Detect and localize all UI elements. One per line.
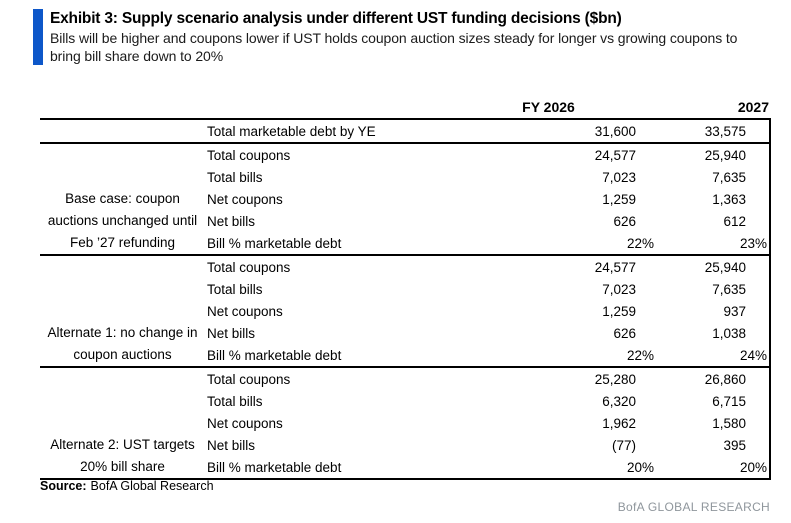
table-row: Net bills (77) 395 <box>205 434 769 456</box>
scenario-label-base-case: Base case: coupon auctions unchanged unt… <box>40 144 205 254</box>
scenario-label-alternate-1: Alternate 1: no change in coupon auction… <box>40 256 205 366</box>
row-label: Total marketable debt by YE <box>207 123 376 139</box>
row-label: Bill % marketable debt <box>207 235 342 251</box>
value-2027: 7,635 <box>712 169 746 185</box>
value-2027: 23% <box>739 235 767 251</box>
scenario-line: Alternate 1: no change in <box>47 325 198 340</box>
value-fy2026: (77) <box>611 437 636 453</box>
scenario-line: Base case: coupon <box>65 191 180 206</box>
value-fy2026: 25,280 <box>594 371 636 387</box>
scenario-line: Alternate 2: UST targets <box>50 437 195 452</box>
exhibit-header-text: Exhibit 3: Supply scenario analysis unde… <box>50 9 750 65</box>
source-label: Source: <box>40 479 87 493</box>
value-2027: 937 <box>723 303 746 319</box>
value-2027: 1,580 <box>712 415 746 431</box>
value-fy2026: 626 <box>613 325 636 341</box>
exhibit-header: Exhibit 3: Supply scenario analysis unde… <box>33 9 750 65</box>
row-label: Total bills <box>207 281 263 297</box>
value-fy2026: 31,600 <box>594 123 636 139</box>
section-base-case: Base case: coupon auctions unchanged unt… <box>40 144 769 256</box>
value-fy2026: 6,320 <box>602 393 636 409</box>
table-row: Total coupons 24,577 25,940 <box>205 256 769 278</box>
value-2027: 26,860 <box>704 371 746 387</box>
table-row-total-debt: Total marketable debt by YE 31,600 33,57… <box>40 120 769 144</box>
row-label: Net bills <box>207 325 256 341</box>
table-row: Total bills 6,320 6,715 <box>205 390 769 412</box>
value-2027: 6,715 <box>712 393 746 409</box>
exhibit-title: Exhibit 3: Supply scenario analysis unde… <box>50 10 622 27</box>
table-row: Bill % marketable debt 22% 23% <box>205 232 769 254</box>
column-header-2027: 2027 <box>737 99 769 115</box>
value-fy2026: 1,962 <box>602 415 636 431</box>
table-header-row: FY 2026 2027 <box>40 95 771 118</box>
row-label: Total bills <box>207 169 263 185</box>
row-label: Total bills <box>207 393 263 409</box>
value-2027: 612 <box>723 213 746 229</box>
value-fy2026: 24,577 <box>594 259 636 275</box>
value-2027: 25,940 <box>704 259 746 275</box>
row-label: Total coupons <box>207 147 291 163</box>
table-row: Total bills 7,023 7,635 <box>205 278 769 300</box>
row-label: Net coupons <box>207 415 283 431</box>
table-body: Total marketable debt by YE 31,600 33,57… <box>40 118 771 480</box>
value-2027: 7,635 <box>712 281 746 297</box>
section-alternate-1: Alternate 1: no change in coupon auction… <box>40 256 769 368</box>
value-2027: 1,038 <box>712 325 746 341</box>
table-row: Net coupons 1,962 1,580 <box>205 412 769 434</box>
value-fy2026: 626 <box>613 213 636 229</box>
value-2027: 25,940 <box>704 147 746 163</box>
table-row: Bill % marketable debt 20% 20% <box>205 456 769 478</box>
row-label: Net bills <box>207 213 256 229</box>
table-row: Bill % marketable debt 22% 24% <box>205 344 769 366</box>
exhibit-subtitle: Bills will be higher and coupons lower i… <box>50 30 738 64</box>
column-header-fy2026: FY 2026 <box>522 99 575 115</box>
row-label: Bill % marketable debt <box>207 347 342 363</box>
value-fy2026: 20% <box>626 459 654 475</box>
value-2027: 24% <box>739 347 767 363</box>
value-fy2026: 22% <box>626 235 654 251</box>
value-fy2026: 24,577 <box>594 147 636 163</box>
scenario-table: FY 2026 2027 Total marketable debt by YE… <box>40 95 771 480</box>
source-text: BofA Global Research <box>90 479 214 493</box>
section-rows: Total coupons 25,280 26,860 Total bills … <box>205 368 769 478</box>
value-fy2026: 1,259 <box>602 191 636 207</box>
scenario-line: 20% bill share <box>80 459 165 474</box>
value-fy2026: 7,023 <box>602 169 636 185</box>
value-fy2026: 1,259 <box>602 303 636 319</box>
bofa-global-research-brand: BofA GLOBAL RESEARCH <box>617 500 770 514</box>
table-row: Total bills 7,023 7,635 <box>205 166 769 188</box>
table-row: Net bills 626 1,038 <box>205 322 769 344</box>
value-2027: 1,363 <box>712 191 746 207</box>
value-2027: 20% <box>739 459 767 475</box>
scenario-line: Feb ’27 refunding <box>69 235 176 250</box>
row-label: Net bills <box>207 437 256 453</box>
value-2027: 395 <box>723 437 746 453</box>
scenario-line: coupon auctions <box>73 347 172 362</box>
section-rows: Total coupons 24,577 25,940 Total bills … <box>205 256 769 366</box>
exhibit-accent-bar <box>33 9 43 65</box>
row-label: Total coupons <box>207 371 291 387</box>
table-row: Net coupons 1,259 1,363 <box>205 188 769 210</box>
table-row: Net bills 626 612 <box>205 210 769 232</box>
value-fy2026: 7,023 <box>602 281 636 297</box>
row-label: Bill % marketable debt <box>207 459 342 475</box>
table-row: Total coupons 25,280 26,860 <box>205 368 769 390</box>
value-2027: 33,575 <box>704 123 746 139</box>
scenario-line: auctions unchanged until <box>47 213 198 228</box>
section-rows: Total coupons 24,577 25,940 Total bills … <box>205 144 769 254</box>
row-label: Net coupons <box>207 191 283 207</box>
value-fy2026: 22% <box>626 347 654 363</box>
scenario-label-alternate-2: Alternate 2: UST targets 20% bill share <box>40 368 205 478</box>
section-alternate-2: Alternate 2: UST targets 20% bill share … <box>40 368 769 480</box>
source-note: Source: BofA Global Research <box>40 479 214 493</box>
table-row: Net coupons 1,259 937 <box>205 300 769 322</box>
table-row: Total coupons 24,577 25,940 <box>205 144 769 166</box>
row-label: Net coupons <box>207 303 283 319</box>
row-label: Total coupons <box>207 259 291 275</box>
